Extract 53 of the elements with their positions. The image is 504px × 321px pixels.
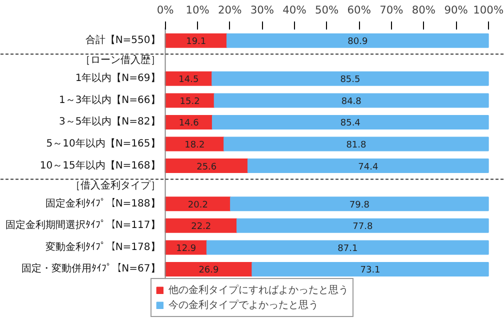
data-label: 81.8 (346, 140, 366, 151)
y-tick-label: 10～15年以内【N=168】 (40, 159, 160, 172)
bar (214, 93, 489, 108)
y-tick-label: 固定金利期間選択ﾀｲﾌﾟ【N=117】 (5, 219, 160, 232)
y-tick-label: 5～10年以内【N=165】 (46, 138, 160, 150)
y-tick-label: 1～3年以内【N=66】 (58, 94, 160, 106)
x-tick-label: 60% (347, 4, 371, 16)
data-label: 19.1 (186, 37, 206, 48)
data-label: 25.6 (196, 162, 217, 172)
data-label: 74.4 (358, 162, 378, 172)
bar (164, 262, 253, 276)
y-tick-label: 固定・変動併用ﾀｲﾌﾟ【N=67】 (22, 262, 160, 275)
data-label: 14.6 (178, 118, 200, 129)
legend-label: 今の金利タイプでよかったと思う (168, 298, 318, 312)
x-tick-label: 30% (250, 4, 274, 16)
bar (164, 218, 238, 233)
data-label: 79.8 (349, 200, 370, 210)
data-label: 80.9 (348, 37, 368, 48)
data-label: 20.2 (188, 200, 208, 210)
data-label: 22.2 (191, 222, 212, 232)
data-label: 85.5 (340, 75, 360, 86)
x-tick-label: 10% (186, 4, 210, 16)
data-label: 26.9 (198, 266, 220, 276)
data-label: 15.2 (180, 96, 200, 107)
y-tick-label: 合計【N=550】 (85, 34, 160, 46)
y-tick-label: 3～5年以内【N=82】 (58, 116, 160, 128)
data-label: 73.1 (360, 266, 380, 276)
data-label: 77.8 (352, 222, 373, 232)
x-tick-label: 20% (218, 4, 242, 16)
x-tick-label: 40% (282, 4, 306, 16)
x-tick-label: 90% (444, 4, 468, 16)
data-label: 14.5 (178, 75, 199, 86)
x-tick-label: 0% (156, 4, 174, 16)
bar (236, 218, 489, 233)
y-tick-label: 固定金利ﾀｲﾌﾟ【N=188】 (45, 197, 160, 210)
data-label: 12.9 (176, 244, 196, 254)
data-label: 18.2 (184, 140, 205, 151)
bar (206, 240, 489, 255)
data-label: 87.1 (338, 244, 358, 254)
legend-label: 他の金利タイプにすればよかったと思う (168, 284, 348, 297)
data-label: 85.4 (340, 118, 361, 129)
y-tick-label: 変動金利ﾀｲﾌﾟ【N=178】 (45, 240, 160, 253)
bar (212, 114, 489, 130)
y-tick-label: 1年以内【N=69】 (75, 72, 160, 84)
y-tick-label: ［借入金利タイプ］ (70, 179, 160, 192)
x-tick-label: 50% (314, 4, 339, 16)
data-label: 84.8 (341, 96, 362, 107)
y-tick-label: ［ローン借入歴］ (80, 54, 160, 66)
bar (252, 262, 489, 276)
bar (224, 136, 489, 152)
x-tick-label: 80% (412, 4, 436, 16)
x-tick-label: 100% (473, 4, 504, 16)
x-tick-label: 70% (380, 4, 404, 16)
